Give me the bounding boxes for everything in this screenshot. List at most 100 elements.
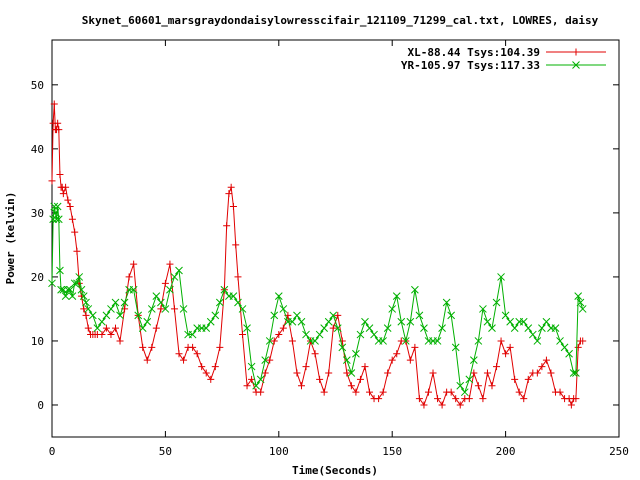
data-point [338, 343, 347, 352]
data-point [311, 337, 319, 345]
data-point [125, 273, 133, 281]
data-point [71, 228, 79, 236]
data-point [320, 388, 328, 396]
data-point [572, 395, 580, 403]
data-point [79, 292, 88, 300]
data-point [361, 363, 369, 371]
data-point [148, 343, 156, 351]
data-point [84, 324, 92, 332]
data-point [311, 350, 319, 358]
data-point [574, 343, 582, 351]
data-point [356, 375, 364, 383]
data-point [447, 388, 455, 396]
data-point [73, 247, 81, 255]
legend-marker [572, 48, 580, 56]
data-point [302, 330, 310, 339]
data-point [70, 279, 79, 288]
data-point [569, 369, 578, 377]
data-point [470, 369, 478, 377]
data-point [293, 311, 301, 320]
series-1 [48, 100, 587, 409]
data-point [220, 285, 229, 294]
data-point [50, 100, 58, 108]
data-point [474, 337, 483, 345]
data-point [175, 350, 183, 358]
data-point [524, 375, 532, 383]
data-point [542, 356, 550, 364]
data-point [98, 331, 106, 339]
data-point [565, 349, 573, 358]
x-tick-label: 150 [382, 445, 402, 458]
data-point [533, 337, 542, 345]
data-point [415, 311, 424, 320]
data-point [227, 183, 235, 191]
data-point [234, 298, 242, 307]
data-point [279, 324, 287, 332]
data-point [572, 369, 580, 377]
data-point [234, 273, 242, 281]
data-point [51, 209, 60, 217]
data-point [556, 388, 564, 396]
data-point [275, 331, 283, 339]
data-point [68, 292, 77, 300]
data-point [334, 311, 342, 319]
y-tick-label: 0 [37, 399, 44, 412]
data-point [465, 375, 474, 384]
data-point [64, 285, 72, 294]
y-tick-label: 20 [31, 271, 44, 284]
data-point [338, 337, 346, 345]
y-tick-label: 40 [31, 143, 44, 156]
data-point [501, 311, 510, 320]
data-point [465, 395, 473, 403]
data-point [288, 317, 297, 326]
data-point [578, 305, 587, 313]
data-point [483, 369, 491, 377]
data-point [82, 298, 90, 307]
data-point [434, 395, 442, 403]
data-point [438, 324, 446, 332]
data-point [243, 324, 251, 332]
data-point [206, 317, 215, 326]
data-point [215, 298, 224, 307]
data-point [49, 215, 57, 224]
legend-label: YR-105.97 Tsys:117.33 [401, 59, 540, 72]
data-point [129, 285, 138, 294]
data-point [152, 324, 160, 332]
data-point [207, 375, 215, 383]
data-point [50, 202, 59, 211]
data-point [179, 305, 188, 313]
data-point [59, 190, 67, 198]
x-tick-label: 250 [609, 445, 629, 458]
data-point [515, 388, 523, 396]
data-point [429, 369, 437, 377]
data-point [55, 126, 63, 134]
data-point [574, 292, 583, 300]
data-point [329, 324, 337, 332]
data-point [488, 324, 496, 332]
data-point [157, 305, 165, 313]
data-point [80, 305, 88, 313]
legend-marker [572, 61, 580, 69]
data-point [98, 317, 106, 326]
data-point [538, 324, 546, 332]
data-point [62, 183, 70, 191]
data-point [198, 363, 206, 371]
y-tick-label: 30 [31, 207, 44, 220]
data-point [524, 324, 533, 332]
series-line [51, 104, 583, 407]
data-point [229, 202, 237, 210]
data-point [538, 363, 546, 371]
data-point [474, 382, 482, 390]
data-point [542, 317, 551, 326]
data-point [68, 215, 76, 223]
data-point [365, 324, 374, 332]
data-point [257, 388, 265, 396]
y-axis-label: Power (kelvin) [4, 192, 17, 285]
data-point [107, 331, 115, 339]
data-point [166, 260, 174, 268]
x-tick-label: 50 [159, 445, 172, 458]
data-point [411, 285, 419, 294]
data-point [315, 330, 324, 339]
